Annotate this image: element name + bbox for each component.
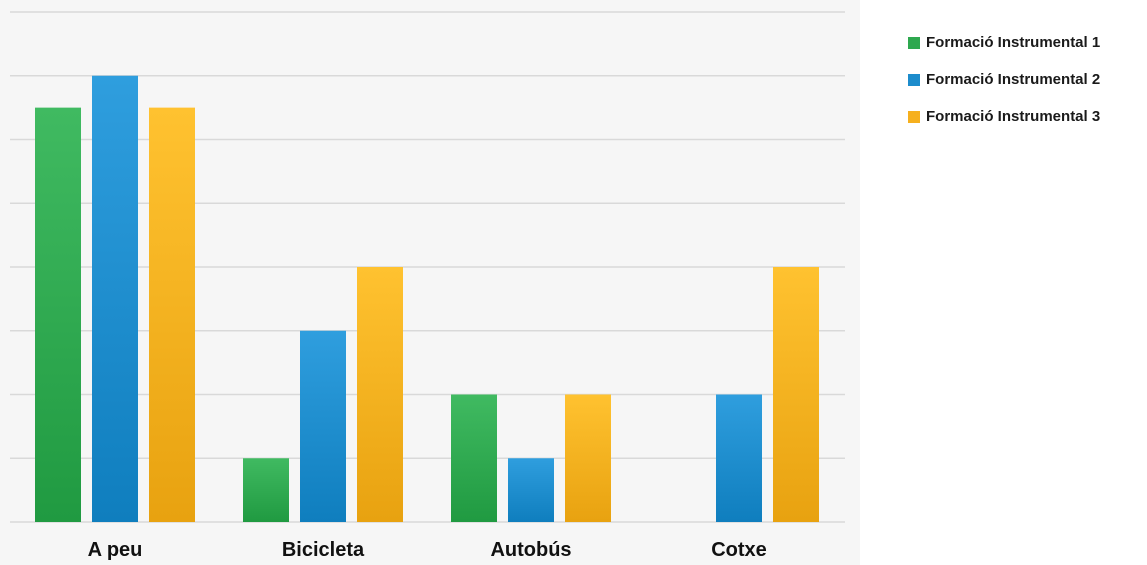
category-label: Bicicleta (282, 539, 365, 561)
legend-swatch (908, 36, 920, 49)
legend-swatch (908, 73, 920, 86)
category-label: A peu (88, 539, 143, 561)
bar-bicicleta-series-1 (243, 458, 289, 522)
category-labels: A peu Bicicleta Autobús Cotxe (88, 539, 767, 561)
bar-autob-s-series-1 (451, 394, 497, 522)
plot-area: A peu Bicicleta Autobús Cotxe (10, 11, 845, 561)
bar-a-peu-series-1 (35, 107, 81, 522)
bar-cotxe-series-3 (773, 267, 819, 522)
legend: Formació Instrumental 1 Formació Instrume… (908, 30, 1100, 141)
bar-bicicleta-series-2 (300, 330, 346, 522)
legend-item: Formació Instrumental 2 (908, 67, 1100, 92)
legend-label: Formació Instrumental 3 (926, 108, 1101, 125)
bars (35, 75, 819, 522)
legend-label: Formació Instrumental 1 (926, 34, 1101, 51)
bar-autob-s-series-2 (508, 458, 554, 522)
legend-swatch (908, 110, 920, 123)
bar-a-peu-series-2 (92, 75, 138, 522)
bar-autob-s-series-3 (565, 394, 611, 522)
legend-label: Formació Instrumental 2 (926, 71, 1101, 88)
bar-a-peu-series-3 (149, 107, 195, 522)
category-label: Cotxe (711, 539, 767, 561)
bar-cotxe-series-2 (716, 394, 762, 522)
legend-item: Formació Instrumental 1 (908, 30, 1100, 55)
bar-chart: A peu Bicicleta Autobús Cotxe (10, 11, 845, 561)
category-label: Autobús (490, 539, 571, 561)
bar-bicicleta-series-3 (357, 267, 403, 522)
legend-item: Formació Instrumental 3 (908, 104, 1100, 129)
